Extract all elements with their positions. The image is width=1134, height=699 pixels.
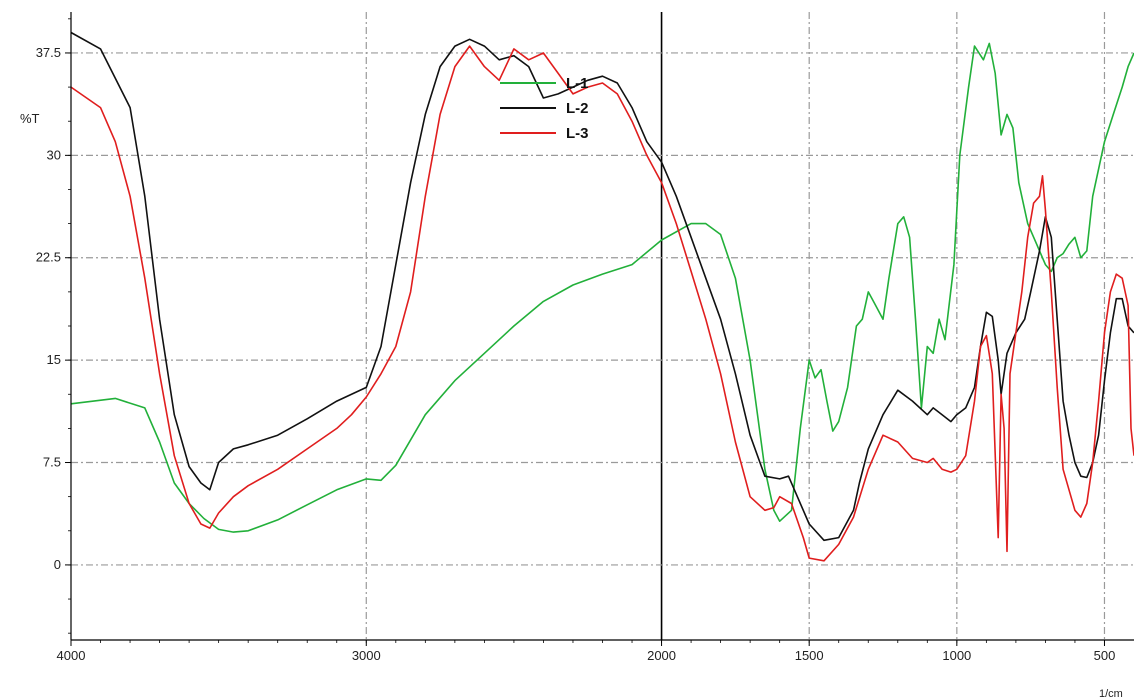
series-line-l-3 [70, 45, 1134, 562]
x-unit-label: 1/cm [1099, 688, 1123, 699]
x-tick-label-0: 4000 [57, 648, 86, 663]
grid-lines [71, 12, 1134, 640]
series-lines [70, 31, 1134, 562]
y-tick-label-4: 7.5 [43, 455, 61, 470]
x-tick-label-4: 1000 [942, 648, 971, 663]
legend-label-l-2: L-2 [566, 100, 589, 117]
y-tick-labels: 37.5 30 22.5 15 7.5 0 [36, 45, 61, 572]
y-tick-label-1: 30 [47, 147, 61, 162]
series-line-l-1 [70, 42, 1134, 533]
x-tick-label-3: 1500 [795, 648, 824, 663]
series-line-l-2 [70, 31, 1134, 542]
y-tick-label-2: 22.5 [36, 250, 61, 265]
x-tick-label-1: 3000 [352, 648, 381, 663]
y-axis-label: %T [20, 111, 40, 126]
x-tick-label-2: 2000 [647, 648, 676, 663]
y-tick-label-5: 0 [54, 557, 61, 572]
x-tick-label-5: 500 [1094, 648, 1116, 663]
y-tick-label-3: 15 [47, 352, 61, 367]
legend-label-l-1: L-1 [566, 75, 589, 92]
axes [65, 12, 1134, 646]
y-tick-label-0: 37.5 [36, 45, 61, 60]
legend: L-1 L-2 L-3 [500, 75, 589, 142]
legend-label-l-3: L-3 [566, 125, 589, 142]
x-tick-labels: 4000 3000 2000 1500 1000 500 [57, 648, 1116, 663]
